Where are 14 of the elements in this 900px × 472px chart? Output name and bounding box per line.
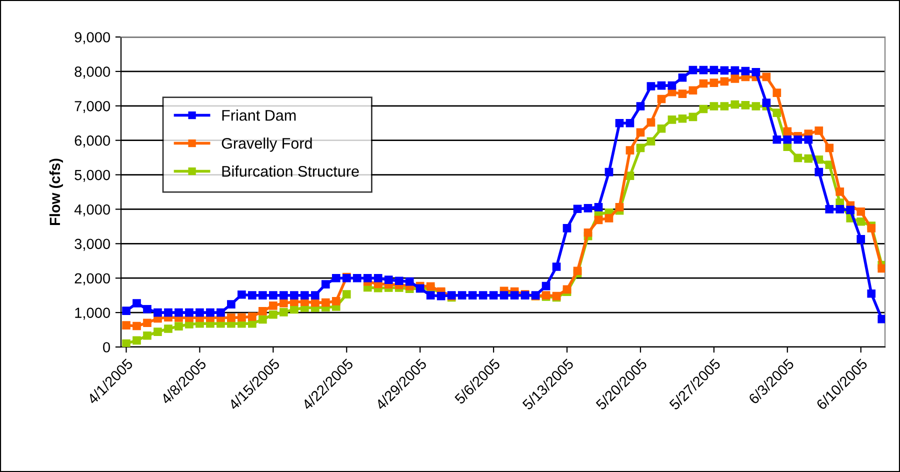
y-tick-label: 7,000 (74, 100, 110, 114)
y-tick-label: 6,000 (74, 135, 110, 148)
y-tick-label: 9,000 (74, 32, 110, 44)
y-tick-label: 4,000 (74, 204, 110, 216)
legend-label: Friant Dam (222, 110, 296, 121)
y-axis-title: Flow (cfs) (49, 158, 63, 226)
y-tick-label: 0 (103, 342, 110, 352)
legend-label: Bifurcation Structure (222, 166, 359, 177)
y-tick-label: 2,000 (74, 273, 110, 286)
y-tick-label: 8,000 (74, 66, 110, 79)
legend-label: Gravelly Ford (222, 138, 312, 152)
y-tick-label: 3,000 (74, 238, 110, 251)
y-tick-label: 1,000 (75, 308, 110, 320)
y-tick-label: 5,000 (74, 170, 110, 182)
